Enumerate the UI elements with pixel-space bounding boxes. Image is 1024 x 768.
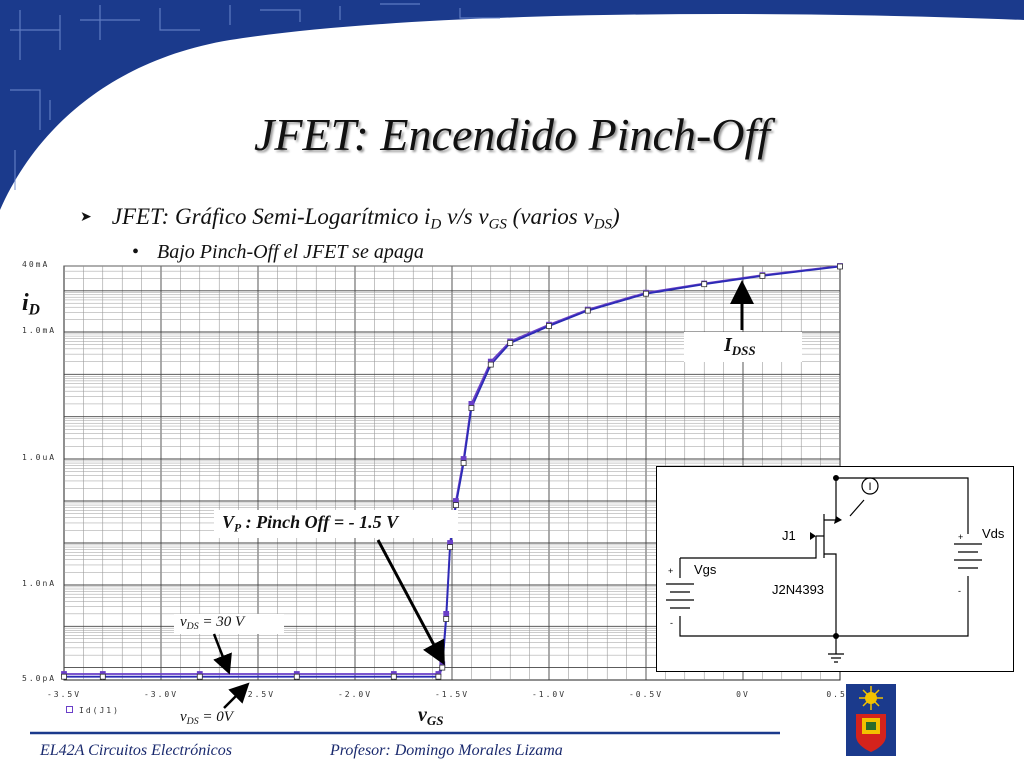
- data-point: [837, 263, 843, 270]
- x-tick-label: -3.0V: [143, 690, 179, 699]
- y-tick-label: 5.0pA: [22, 674, 57, 683]
- pinch-off-label-main: V: [222, 512, 235, 532]
- idss-label-sub: DSS: [731, 343, 756, 358]
- bullet-1-text-d: ): [611, 204, 620, 229]
- vds-30-label: vDS = 30 V: [180, 614, 244, 632]
- vgs-minus: -: [670, 618, 673, 628]
- x-tick-label: -0.5V: [628, 690, 664, 699]
- data-point: [643, 290, 649, 297]
- j1-label: J1: [782, 528, 796, 543]
- vds-0-main: v: [180, 709, 187, 725]
- data-point: [435, 673, 442, 680]
- pinch-off-label: VP : Pinch Off = - 1.5 V: [222, 512, 398, 534]
- data-point: [584, 307, 591, 314]
- vds-30-text: = 30 V: [198, 614, 245, 630]
- x-tick-label: 0.5V: [826, 690, 854, 699]
- part-label: J2N4393: [772, 582, 824, 597]
- data-point: [759, 272, 766, 279]
- id-axis-label-sub: D: [28, 301, 40, 319]
- x-tick-label: -3.5V: [46, 690, 82, 699]
- y-tick-label: 1.0uA: [22, 453, 57, 462]
- footer-course: EL42A Circuitos Electrónicos: [40, 742, 232, 759]
- data-point: [468, 405, 475, 411]
- bullet-1-text-a: JFET: Gráfico Semi-Logarítmico i: [111, 204, 431, 229]
- id-axis-label: iD: [22, 290, 40, 320]
- data-point: [61, 673, 67, 680]
- bullet-1-sub-b: GS: [488, 216, 507, 233]
- pinch-off-label-text: : Pinch Off = - 1.5 V: [241, 512, 399, 532]
- idss-label-box: [684, 332, 802, 362]
- vds-source-label: Vds: [982, 526, 1005, 541]
- vds-30-sub: DS: [186, 620, 199, 632]
- legend-marker-icon: [66, 706, 73, 713]
- bullet-2-text: Bajo Pinch-Off el JFET se apaga: [157, 241, 424, 263]
- x-tick-label: -2.0V: [337, 690, 373, 699]
- y-tick-label: 1.0nA: [22, 579, 57, 588]
- data-point: [293, 673, 300, 680]
- data-point: [196, 673, 203, 680]
- arrow-bullet-icon: ➤: [80, 210, 92, 225]
- x-tick-label: -1.0V: [531, 690, 567, 699]
- vds-minus: -: [958, 586, 961, 596]
- data-point: [99, 673, 106, 680]
- data-point: [460, 460, 467, 467]
- vds30-arrow-icon: [212, 633, 232, 675]
- x-tick-label: 0V: [736, 690, 750, 699]
- vds-30-main: v: [180, 614, 187, 630]
- probe-label: I: [868, 481, 871, 493]
- university-logo-icon: [846, 684, 896, 756]
- series-line: [64, 265, 841, 678]
- bullet-1-text-b: v/s v: [441, 204, 489, 229]
- x-tick-label: -2.5V: [240, 690, 276, 699]
- data-point: [701, 281, 708, 288]
- chart-legend: Id(J1): [66, 706, 120, 715]
- vds-plus: +: [958, 532, 963, 542]
- pinch-off-label-sub: P: [234, 521, 242, 535]
- data-point: [487, 361, 494, 368]
- footer-professor: Profesor: Domingo Morales Lizama: [330, 742, 563, 759]
- legend-label: Id(J1): [79, 706, 120, 715]
- bullet-2: • Bajo Pinch-Off el JFET se apaga: [132, 241, 424, 264]
- x-tick-label: -1.5V: [434, 690, 470, 699]
- data-point: [452, 502, 459, 509]
- idss-label: IDSS: [724, 334, 756, 359]
- y-tick-label: 1.0mA: [22, 326, 57, 335]
- bullet-1-text-c: (varios v: [506, 204, 594, 229]
- dot-bullet-icon: •: [132, 241, 140, 263]
- chart-curves: [64, 265, 841, 678]
- bullet-1-sub-a: D: [430, 216, 442, 233]
- vds-0-text: = 0V: [198, 709, 233, 725]
- y-tick-label: 40mA: [22, 260, 50, 269]
- pinch-off-arrow-icon: [376, 539, 445, 666]
- vgs-axis-label-sub: GS: [426, 713, 444, 728]
- vds0-arrow-icon: [223, 682, 250, 709]
- vgs-axis-label-main: v: [418, 704, 427, 726]
- vp-label-box: [214, 510, 458, 538]
- vgs-plus: +: [668, 566, 673, 576]
- id-axis-label-main: i: [22, 290, 29, 316]
- bullet-1: ➤ JFET: Gráfico Semi-Logarítmico iD v/s v…: [80, 204, 620, 233]
- data-point: [507, 340, 514, 346]
- circuit-schematic: I J1 J2N4393 Vgs Vds + - + -: [656, 466, 1014, 672]
- vds30-label-box: [174, 614, 284, 634]
- data-point: [443, 616, 450, 622]
- vgs-source-label: Vgs: [694, 562, 717, 577]
- data-point: [447, 544, 454, 550]
- vds-0-label: vDS = 0V: [180, 709, 233, 727]
- chart-markers: [61, 263, 843, 680]
- data-point: [546, 323, 552, 329]
- idss-label-main: I: [724, 334, 732, 356]
- vds-0-sub: DS: [186, 715, 199, 727]
- vgs-axis-label: vGS: [418, 704, 444, 729]
- bullet-1-sub-c: DS: [593, 216, 612, 233]
- data-point: [390, 673, 397, 680]
- slide-title: JFET: Encendido Pinch-Off: [253, 109, 771, 160]
